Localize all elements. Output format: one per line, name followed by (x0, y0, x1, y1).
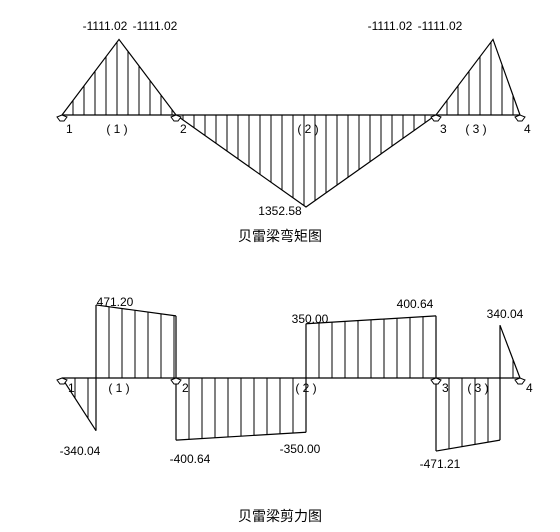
svg-text:350.00: 350.00 (292, 312, 329, 326)
svg-text:-1111.02: -1111.02 (133, 19, 178, 33)
moment-caption: 贝雷梁弯矩图 (0, 226, 560, 246)
svg-text:( 3 ): ( 3 ) (465, 122, 486, 136)
svg-text:( 1 ): ( 1 ) (108, 381, 129, 395)
svg-text:( 2 ): ( 2 ) (297, 122, 318, 136)
svg-text:( 2 ): ( 2 ) (295, 381, 316, 395)
svg-text:-1111.02: -1111.02 (83, 19, 128, 33)
svg-text:-471.21: -471.21 (420, 457, 461, 471)
svg-text:( 3 ): ( 3 ) (467, 381, 488, 395)
moment-diagram: 1 ( 1 ) 2 ( 2 ) 3 ( 3 ) 4 -1111.02 -1111.02 -1111… (0, 0, 560, 220)
svg-text:-1111.02: -1111.02 (418, 19, 463, 33)
svg-text:340.04: 340.04 (487, 307, 524, 321)
svg-text:1: 1 (66, 122, 73, 136)
svg-text:3: 3 (442, 381, 449, 395)
svg-text:2: 2 (180, 122, 187, 136)
svg-text:3: 3 (440, 122, 447, 136)
svg-text:4: 4 (524, 122, 531, 136)
svg-text:4: 4 (526, 381, 533, 395)
shear-diagram: 1 ( 1 ) 2 ( 2 ) 3 ( 3 ) 4 471.20 350.00 400.64 340… (0, 268, 560, 498)
svg-text:471.20: 471.20 (97, 295, 134, 309)
shear-caption: 贝雷梁剪力图 (0, 506, 560, 526)
shear-diagram-container: 1 ( 1 ) 2 ( 2 ) 3 ( 3 ) 4 471.20 350.00 400.64 340… (0, 268, 560, 526)
svg-text:( 1 ): ( 1 ) (106, 122, 127, 136)
svg-text:-350.00: -350.00 (280, 442, 321, 456)
svg-text:1: 1 (68, 381, 75, 395)
moment-diagram-container: 1 ( 1 ) 2 ( 2 ) 3 ( 3 ) 4 -1111.02 -1111.02 -1111… (0, 0, 560, 246)
svg-text:-340.04: -340.04 (60, 444, 101, 458)
svg-text:-400.64: -400.64 (170, 452, 211, 466)
svg-text:1352.58: 1352.58 (258, 204, 302, 218)
svg-text:-1111.02: -1111.02 (368, 19, 413, 33)
svg-text:400.64: 400.64 (397, 297, 434, 311)
svg-text:2: 2 (182, 381, 189, 395)
